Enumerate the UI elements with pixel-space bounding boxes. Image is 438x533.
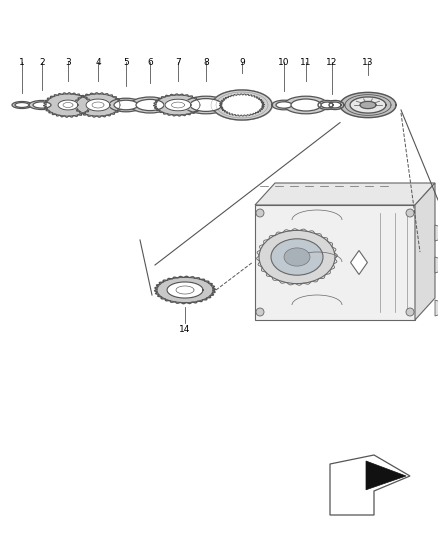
Polygon shape (155, 276, 215, 304)
Ellipse shape (109, 98, 143, 112)
Text: 2: 2 (39, 58, 45, 67)
Circle shape (256, 308, 264, 316)
Text: 8: 8 (203, 58, 209, 67)
Ellipse shape (184, 96, 228, 114)
Text: 6: 6 (147, 58, 153, 67)
Polygon shape (435, 225, 438, 241)
Ellipse shape (284, 248, 310, 266)
Ellipse shape (114, 100, 138, 110)
Ellipse shape (271, 239, 323, 275)
Polygon shape (318, 101, 336, 109)
Polygon shape (350, 97, 386, 113)
Polygon shape (219, 94, 265, 116)
Polygon shape (435, 257, 438, 273)
Text: 7: 7 (175, 58, 181, 67)
Polygon shape (43, 93, 92, 117)
Polygon shape (86, 99, 110, 111)
Text: 11: 11 (300, 58, 312, 67)
Polygon shape (255, 183, 435, 205)
Polygon shape (74, 93, 123, 117)
Polygon shape (329, 102, 341, 108)
Polygon shape (340, 92, 396, 118)
Ellipse shape (130, 97, 170, 113)
Polygon shape (58, 100, 78, 110)
Polygon shape (330, 455, 410, 515)
Circle shape (406, 308, 414, 316)
Ellipse shape (12, 101, 32, 109)
Ellipse shape (291, 99, 321, 111)
Polygon shape (321, 102, 333, 108)
Polygon shape (167, 282, 203, 298)
Text: 5: 5 (123, 58, 129, 67)
Polygon shape (255, 205, 415, 320)
Text: 14: 14 (179, 325, 191, 334)
Ellipse shape (136, 99, 164, 111)
Polygon shape (212, 90, 272, 120)
Ellipse shape (272, 100, 296, 110)
Polygon shape (360, 101, 376, 109)
Text: 1: 1 (19, 58, 25, 67)
Polygon shape (350, 251, 367, 274)
Text: 10: 10 (278, 58, 290, 67)
Ellipse shape (284, 96, 328, 114)
Ellipse shape (259, 230, 335, 284)
Ellipse shape (29, 100, 55, 110)
Polygon shape (366, 461, 406, 490)
Polygon shape (415, 183, 435, 320)
Ellipse shape (15, 102, 29, 108)
Polygon shape (154, 94, 202, 116)
Circle shape (256, 209, 264, 217)
Circle shape (406, 209, 414, 217)
Polygon shape (435, 300, 438, 316)
Text: 3: 3 (65, 58, 71, 67)
Text: 4: 4 (95, 58, 101, 67)
Ellipse shape (276, 102, 292, 108)
Polygon shape (165, 99, 191, 111)
Text: 13: 13 (362, 58, 374, 67)
Ellipse shape (33, 102, 51, 108)
Text: 9: 9 (239, 58, 245, 67)
Ellipse shape (190, 99, 222, 111)
Text: 12: 12 (326, 58, 338, 67)
Polygon shape (326, 101, 344, 109)
